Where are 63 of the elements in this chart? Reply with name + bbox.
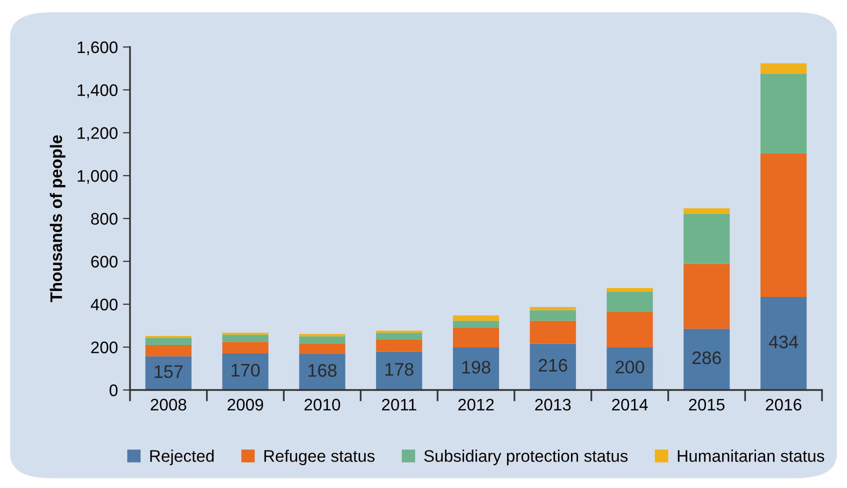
bar xyxy=(452,328,500,348)
bar xyxy=(760,63,807,74)
bar xyxy=(299,354,346,390)
bar xyxy=(530,307,576,310)
x-tick-label: 2015 xyxy=(688,398,725,411)
y-axis-title: Thousands of people xyxy=(50,135,66,302)
x-tick-label: 2008 xyxy=(150,398,186,411)
bar xyxy=(684,214,730,264)
bar xyxy=(299,336,346,344)
bar xyxy=(452,320,500,328)
y-tick-label: 600 xyxy=(91,256,118,268)
bar xyxy=(299,343,346,354)
x-tick-label: 2014 xyxy=(612,398,648,411)
legend-label: Rejected xyxy=(150,450,214,466)
bar xyxy=(452,348,500,390)
data-label: 434 xyxy=(768,336,798,348)
y-tick-label: 1,400 xyxy=(78,84,118,98)
data-label: 168 xyxy=(308,364,336,377)
bar xyxy=(222,334,268,342)
bar xyxy=(222,342,268,354)
y-tick-label: 1,200 xyxy=(78,127,118,141)
bar xyxy=(684,328,730,390)
bar xyxy=(376,332,422,340)
data-label: 170 xyxy=(232,364,260,377)
y-tick-label: 400 xyxy=(90,298,118,310)
data-label: 198 xyxy=(462,360,490,374)
x-tick-label: 2011 xyxy=(382,398,416,411)
bar xyxy=(606,292,653,312)
bar xyxy=(684,264,730,329)
bar xyxy=(760,296,807,390)
bar xyxy=(145,338,192,345)
data-label: 178 xyxy=(385,362,414,376)
x-tick-label: 2012 xyxy=(458,398,494,411)
data-label: 157 xyxy=(154,365,183,378)
x-tick-label: 2010 xyxy=(304,398,340,411)
legend-label: Subsidiary protection status xyxy=(424,450,628,466)
bar xyxy=(530,320,576,344)
bar xyxy=(530,344,576,390)
x-tick-label: 2013 xyxy=(535,398,571,411)
y-tick-label: 1,000 xyxy=(78,170,118,184)
y-tick-label: 0 xyxy=(110,384,118,396)
bar xyxy=(760,153,807,297)
bar xyxy=(222,354,268,390)
bar xyxy=(530,310,576,321)
bar xyxy=(760,74,807,154)
x-tick-label: 2009 xyxy=(228,398,264,411)
bar xyxy=(684,208,730,214)
bar xyxy=(452,315,500,321)
x-tick-label: 2016 xyxy=(766,398,802,411)
data-label: 286 xyxy=(692,351,721,364)
bar xyxy=(606,312,653,348)
y-tick-label: 200 xyxy=(91,342,118,354)
bar xyxy=(145,344,192,356)
y-tick-label: 800 xyxy=(91,212,118,225)
legend-label: Refugee status xyxy=(264,450,375,466)
bar xyxy=(606,288,653,292)
bar xyxy=(606,347,653,390)
data-label: 200 xyxy=(616,360,644,374)
bar xyxy=(376,339,422,352)
bar xyxy=(376,352,422,390)
y-tick-label: 1,600 xyxy=(78,41,118,56)
data-label: 216 xyxy=(538,358,568,372)
legend-label: Humanitarian status xyxy=(678,450,824,462)
